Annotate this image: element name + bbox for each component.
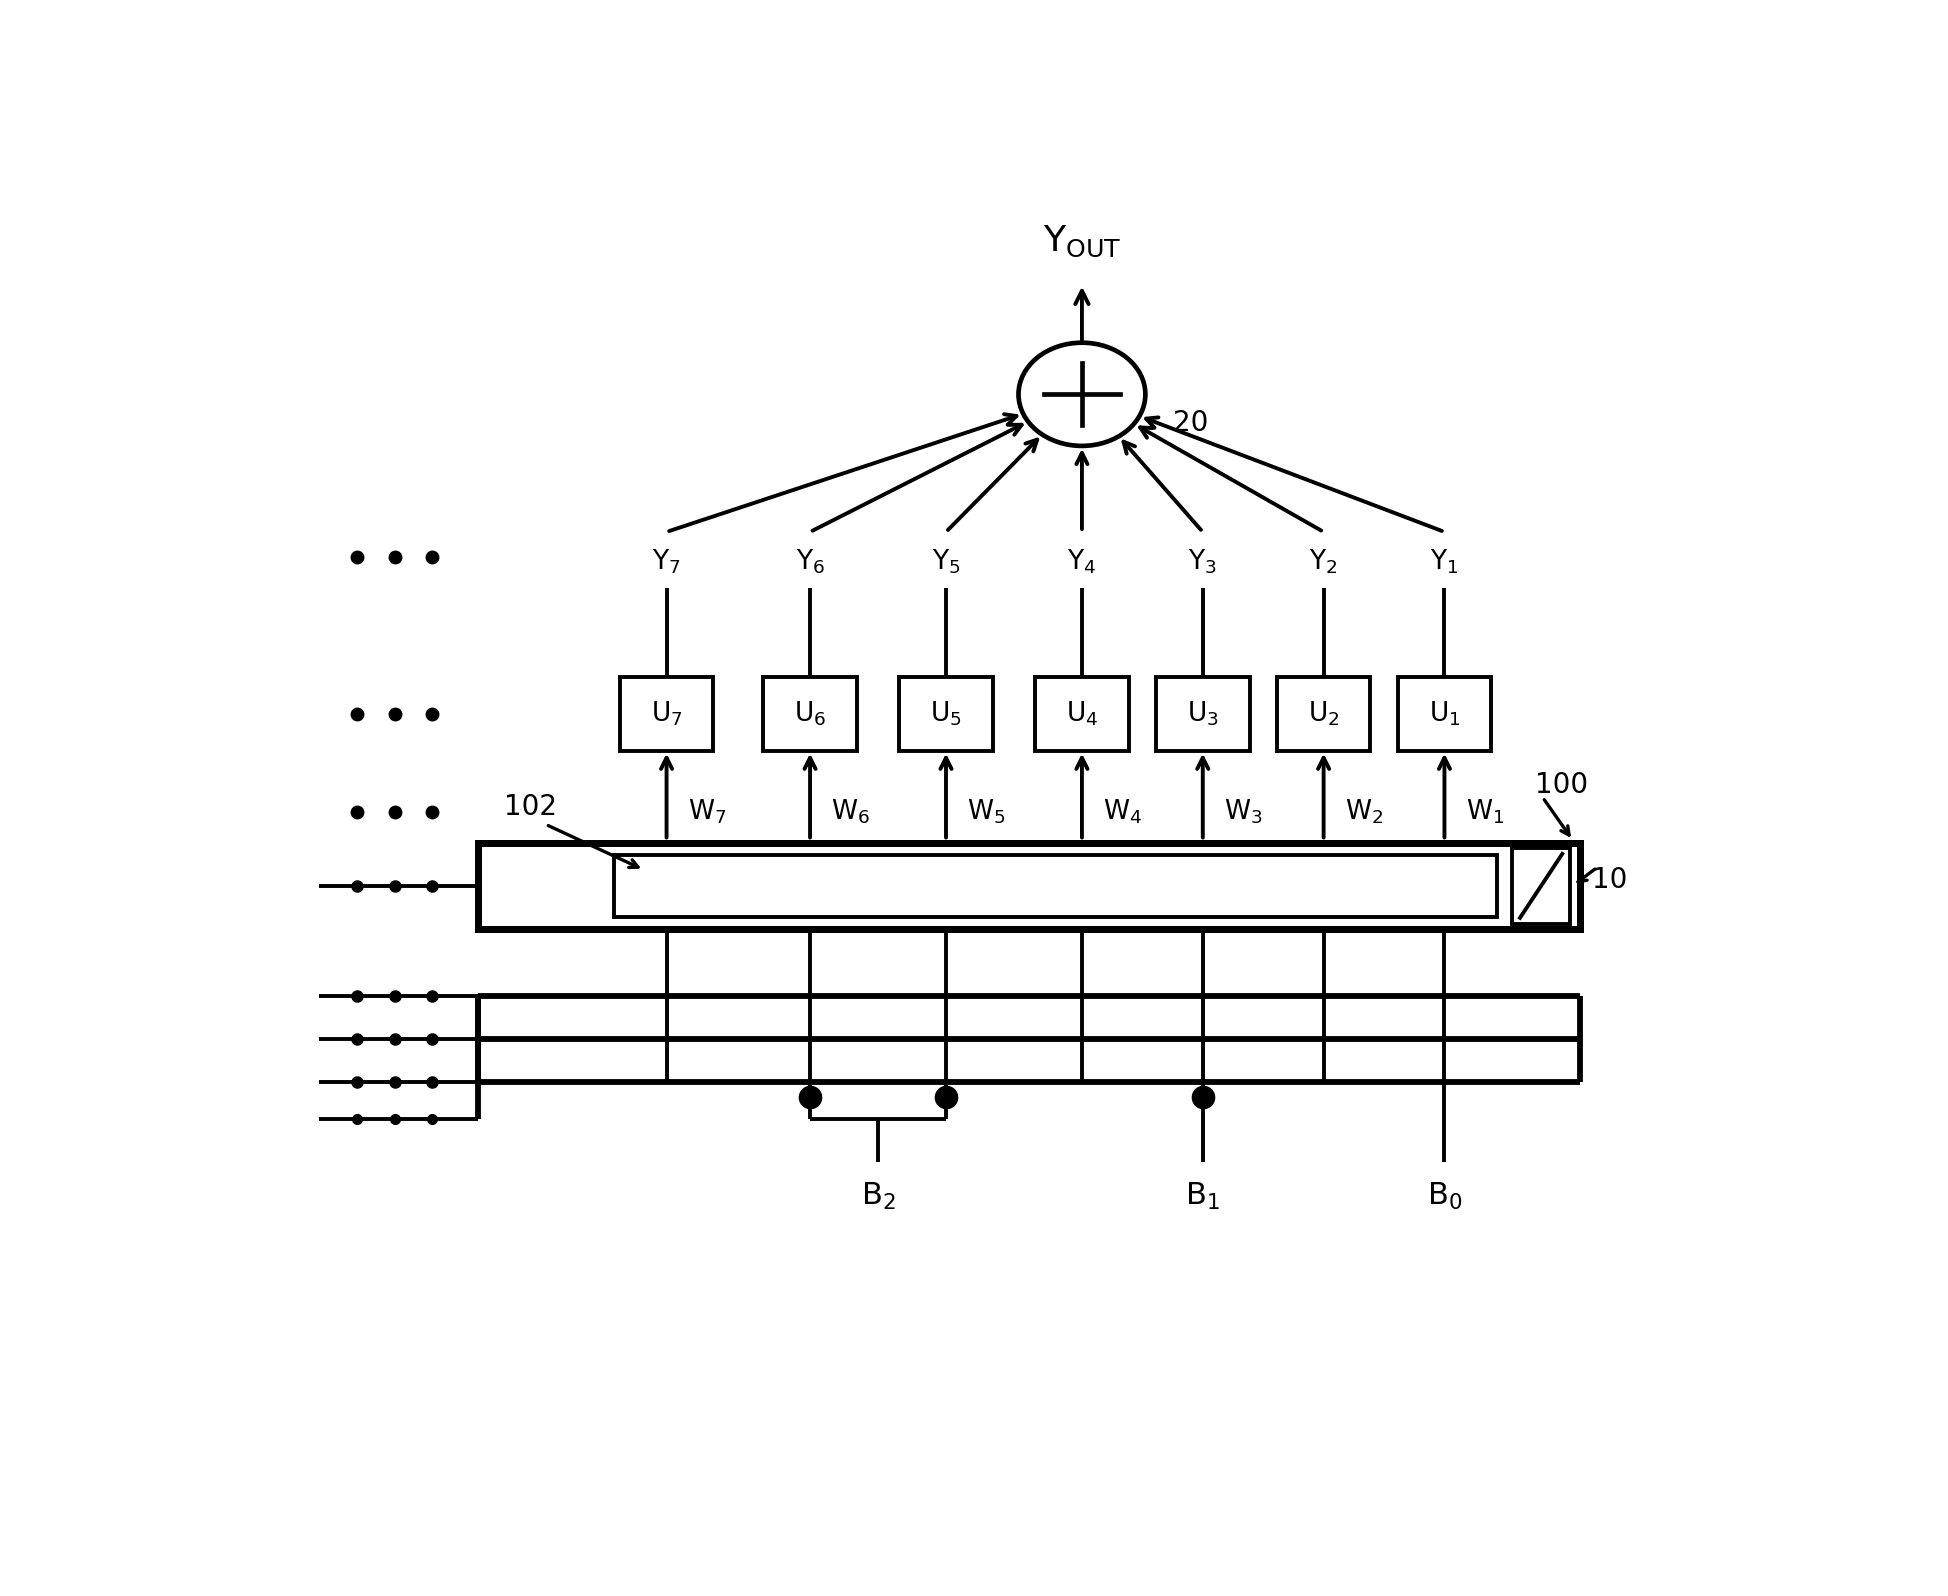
Text: $\mathrm{W_{7}}$: $\mathrm{W_{7}}$ — [688, 798, 727, 827]
Text: $\mathrm{Y_{4}}$: $\mathrm{Y_{4}}$ — [1068, 547, 1097, 576]
Bar — [1512, 847, 1568, 924]
Text: $\mathrm{W_{3}}$: $\mathrm{W_{3}}$ — [1223, 798, 1262, 827]
Text: $\mathrm{U_{1}}$: $\mathrm{U_{1}}$ — [1428, 699, 1459, 728]
Bar — [1397, 677, 1490, 750]
Bar — [1034, 677, 1128, 750]
Text: $\mathrm{B_2}$: $\mathrm{B_2}$ — [861, 1181, 894, 1211]
Bar — [898, 677, 992, 750]
Bar — [1276, 677, 1369, 750]
Text: 100: 100 — [1535, 771, 1588, 800]
Text: $\mathrm{U_{5}}$: $\mathrm{U_{5}}$ — [929, 699, 962, 728]
Text: 10: 10 — [1592, 865, 1627, 894]
Text: $\mathrm{Y_{7}}$: $\mathrm{Y_{7}}$ — [653, 547, 680, 576]
Text: $\mathrm{U_{3}}$: $\mathrm{U_{3}}$ — [1186, 699, 1218, 728]
Bar — [619, 677, 713, 750]
Text: $\mathrm{U_{4}}$: $\mathrm{U_{4}}$ — [1066, 699, 1097, 728]
Circle shape — [1019, 343, 1145, 445]
Text: $\mathrm{U_{7}}$: $\mathrm{U_{7}}$ — [651, 699, 682, 728]
Bar — [614, 855, 1496, 916]
Text: 102: 102 — [505, 793, 557, 820]
Text: $\mathrm{W_{1}}$: $\mathrm{W_{1}}$ — [1465, 798, 1504, 827]
Text: $\mathrm{B_0}$: $\mathrm{B_0}$ — [1426, 1181, 1461, 1211]
Text: $\mathrm{Y_{1}}$: $\mathrm{Y_{1}}$ — [1430, 547, 1457, 576]
Bar — [1155, 677, 1249, 750]
Text: 20: 20 — [1173, 409, 1208, 437]
Text: $\mathrm{W_{5}}$: $\mathrm{W_{5}}$ — [966, 798, 1005, 827]
Bar — [477, 843, 1580, 929]
Text: $\mathrm{W_{6}}$: $\mathrm{W_{6}}$ — [830, 798, 869, 827]
Text: $\mathrm{U_{2}}$: $\mathrm{U_{2}}$ — [1307, 699, 1338, 728]
Text: $\mathrm{Y_{6}}$: $\mathrm{Y_{6}}$ — [795, 547, 824, 576]
Text: $\mathrm{U_{6}}$: $\mathrm{U_{6}}$ — [793, 699, 826, 728]
Text: $\mathrm{Y_{OUT}}$: $\mathrm{Y_{OUT}}$ — [1042, 223, 1120, 259]
Text: $\mathrm{Y_{3}}$: $\mathrm{Y_{3}}$ — [1188, 547, 1216, 576]
Text: $\mathrm{B_1}$: $\mathrm{B_1}$ — [1184, 1181, 1219, 1211]
Text: $\mathrm{W_{4}}$: $\mathrm{W_{4}}$ — [1103, 798, 1142, 827]
Text: $\mathrm{Y_{5}}$: $\mathrm{Y_{5}}$ — [931, 547, 960, 576]
Text: $\mathrm{W_{2}}$: $\mathrm{W_{2}}$ — [1344, 798, 1383, 827]
Text: $\mathrm{Y_{2}}$: $\mathrm{Y_{2}}$ — [1309, 547, 1336, 576]
Bar — [764, 677, 857, 750]
